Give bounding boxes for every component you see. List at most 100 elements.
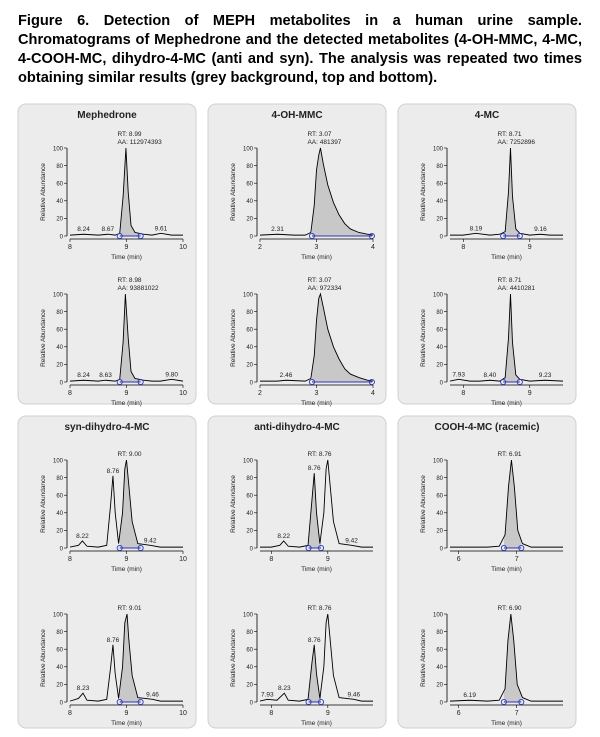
area: AA: 7252896 [497, 139, 535, 146]
y-tick-label: 60 [246, 182, 253, 188]
retention-time: RT: 9.01 [117, 605, 141, 612]
x-tick-label: 8 [269, 710, 273, 717]
peak-label: 8.76 [308, 637, 321, 644]
integration-marker [317, 544, 325, 552]
peak-label: 7.93 [452, 371, 465, 378]
x-tick-label: 10 [179, 390, 187, 397]
chromatogram-line [449, 293, 564, 382]
peak-label: 8.76 [107, 637, 120, 644]
x-tick-label: 9 [125, 390, 129, 397]
y-tick-label: 40 [56, 511, 63, 517]
area: AA: 112974393 [117, 139, 162, 146]
peak-label: 8.23 [278, 685, 291, 692]
retention-time: RT: 3.07 [307, 277, 331, 284]
chromatogram-line [260, 292, 374, 382]
y-tick-label: 20 [246, 529, 253, 535]
integration-marker [308, 232, 316, 240]
peak-label: 2.46 [280, 372, 293, 379]
y-tick-label: 100 [53, 292, 64, 298]
peak-label: 8.19 [470, 225, 483, 232]
chromatogram-line [260, 459, 373, 548]
peak-label: 8.24 [77, 226, 90, 233]
y-tick-label: 40 [246, 665, 253, 671]
y-tick-label: 0 [60, 234, 64, 240]
x-tick-label: 8 [461, 244, 465, 251]
x-tick-label: 10 [179, 244, 187, 251]
y-axis-label: Relative Abundance [230, 475, 237, 533]
chromatogram-line [69, 147, 183, 236]
panel-background [397, 415, 577, 729]
y-tick-label: 60 [436, 494, 443, 500]
peak-area [503, 460, 522, 548]
retention-time: RT: 3.07 [307, 131, 331, 138]
integration-marker [368, 232, 375, 240]
y-tick-label: 80 [56, 476, 63, 482]
x-axis-label: Time (min) [491, 566, 522, 573]
y-tick-label: 100 [53, 458, 64, 464]
y-tick-label: 0 [60, 546, 64, 552]
panel-title: COOH-4-MC (racemic) [434, 422, 539, 433]
panel-background [207, 103, 387, 405]
x-axis-label: Time (min) [301, 254, 332, 261]
x-axis-label: Time (min) [491, 254, 522, 261]
peak-label: 2.31 [271, 226, 284, 233]
x-tick-label: 9 [125, 244, 129, 251]
integration-marker [516, 232, 523, 240]
x-axis-label: Time (min) [111, 720, 142, 727]
integration-marker [308, 378, 316, 386]
y-tick-label: 80 [436, 630, 443, 636]
y-tick-label: 20 [436, 529, 443, 535]
integration-marker [116, 698, 123, 706]
y-tick-label: 20 [246, 683, 253, 689]
peak-label: 9.23 [539, 372, 552, 379]
integration-marker [500, 232, 507, 240]
x-tick-label: 8 [269, 556, 273, 563]
y-tick-label: 20 [56, 363, 63, 369]
y-tick-label: 40 [246, 511, 253, 517]
y-tick-label: 60 [56, 328, 63, 334]
panel-title: 4-MC [475, 110, 499, 121]
retention-time: RT: 8.99 [117, 131, 141, 138]
chromatogram-line [69, 459, 183, 548]
integration-marker [137, 698, 144, 706]
chromatogram-line [449, 613, 563, 702]
peak-label: 8.67 [102, 226, 115, 233]
integration-marker [116, 378, 123, 386]
y-tick-label: 80 [246, 630, 253, 636]
peak-label: 8.24 [77, 372, 90, 379]
y-tick-label: 60 [56, 494, 63, 500]
area: AA: 4410281 [497, 285, 535, 292]
y-tick-label: 100 [243, 146, 254, 152]
y-tick-label: 40 [246, 345, 253, 351]
y-tick-label: 100 [243, 612, 254, 618]
chromatogram-line [69, 293, 184, 382]
y-tick-label: 40 [56, 665, 63, 671]
area: AA: 972334 [307, 285, 341, 292]
y-tick-label: 60 [436, 328, 443, 334]
y-tick-label: 20 [436, 217, 443, 223]
y-tick-label: 20 [56, 529, 63, 535]
panel-background [17, 415, 197, 729]
y-tick-label: 60 [246, 648, 253, 654]
integration-marker [116, 544, 123, 552]
panel-title: syn-dihydro-4-MC [65, 422, 150, 433]
x-tick-label: 9 [528, 244, 532, 251]
peak-label: 8.63 [99, 372, 112, 379]
area: AA: 93881022 [117, 285, 159, 292]
y-tick-label: 60 [246, 494, 253, 500]
peak-label: 9.42 [345, 537, 358, 544]
y-tick-label: 80 [56, 310, 63, 316]
integration-marker [516, 378, 523, 386]
y-axis-label: Relative Abundance [230, 309, 237, 367]
y-axis-label: Relative Abundance [40, 629, 47, 687]
x-tick-label: 7 [515, 556, 519, 563]
panel-title: Mephedrone [77, 110, 137, 121]
retention-time: RT: 6.91 [497, 451, 521, 458]
y-tick-label: 20 [246, 363, 253, 369]
chromatogram-line [450, 147, 563, 236]
y-tick-label: 80 [436, 310, 443, 316]
peak-area [503, 614, 522, 702]
x-tick-label: 7 [515, 710, 519, 717]
peak-label: 6.19 [463, 692, 476, 699]
